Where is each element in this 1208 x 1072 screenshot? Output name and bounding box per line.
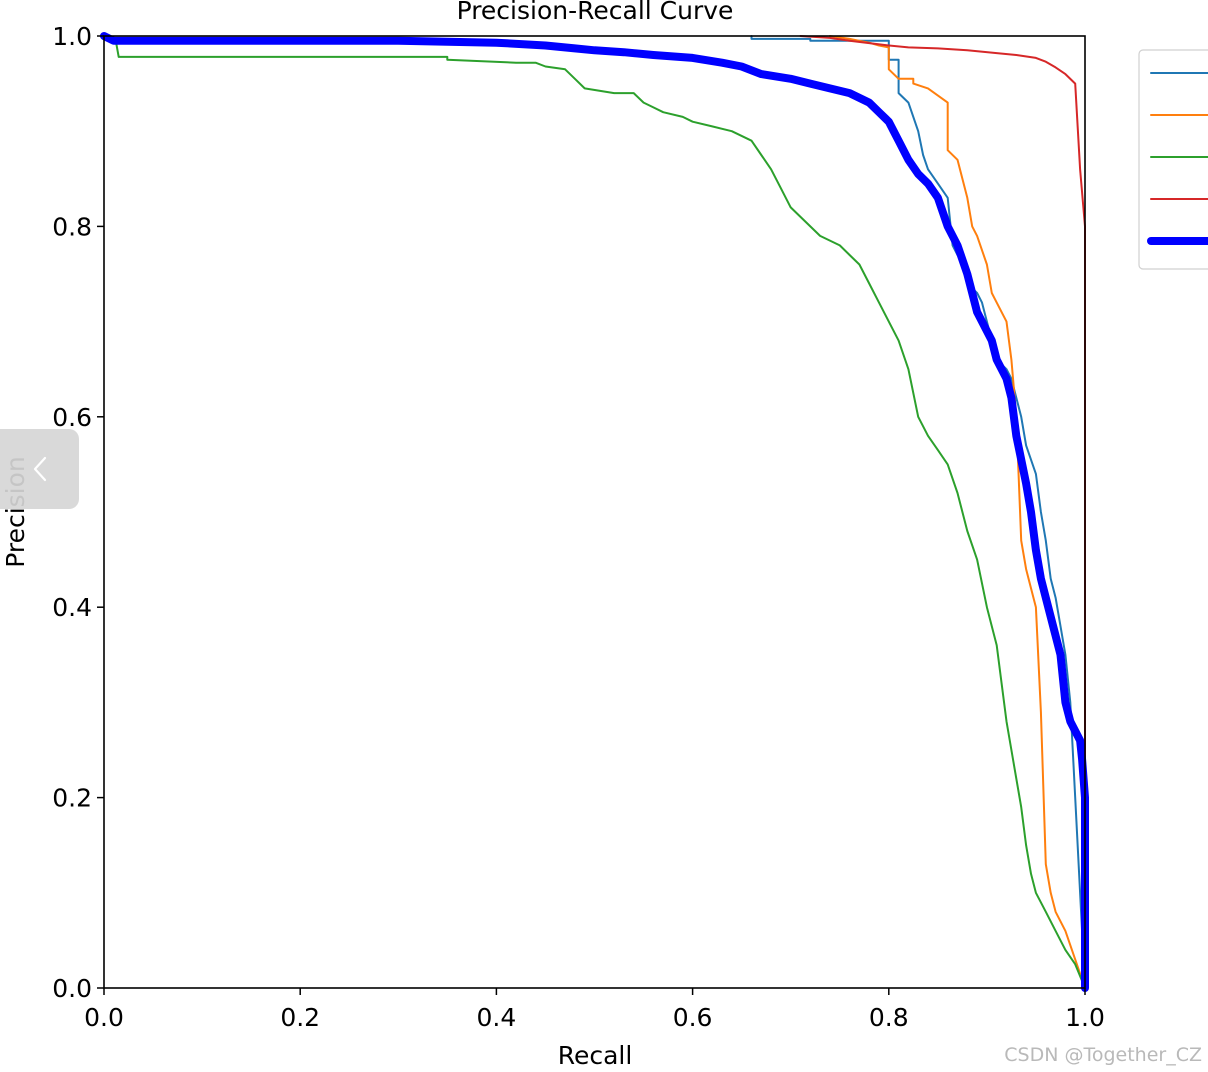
series-line-2 <box>828 35 1086 989</box>
x-tick-label: 0.4 <box>477 1003 517 1032</box>
legend-box <box>1138 49 1208 270</box>
x-axis: 0.0 0.2 0.4 0.6 0.8 1.0 <box>84 988 1105 1032</box>
legend <box>1138 49 1208 270</box>
series-line-5 <box>100 32 1089 992</box>
watermark: CSDN @Together_CZ <box>1004 1044 1202 1066</box>
x-axis-label: Recall <box>558 1041 633 1070</box>
y-tick-label: 0.4 <box>52 593 92 622</box>
y-tick-label: 0.0 <box>52 974 92 1003</box>
x-tick-label: 0.0 <box>84 1003 124 1032</box>
legend-entries <box>1147 72 1208 245</box>
y-tick-label: 1.0 <box>52 22 92 51</box>
series-line-4 <box>799 35 1086 989</box>
y-tick-label: 0.2 <box>52 784 92 813</box>
x-tick-label: 0.6 <box>673 1003 713 1032</box>
chart-title: Precision-Recall Curve <box>457 0 734 25</box>
series-line-1 <box>750 35 1086 989</box>
back-tab[interactable] <box>0 429 79 509</box>
series-layer <box>100 32 1089 992</box>
y-tick-label: 0.6 <box>52 403 92 432</box>
x-tick-label: 0.8 <box>869 1003 909 1032</box>
series-line-3 <box>103 35 1086 989</box>
y-axis: 0.0 0.2 0.4 0.6 0.8 1.0 <box>52 22 104 1003</box>
x-tick-label: 1.0 <box>1065 1003 1105 1032</box>
x-tick-label: 0.2 <box>280 1003 320 1032</box>
chevron-left-icon <box>31 454 49 484</box>
y-tick-label: 0.8 <box>52 212 92 241</box>
plot-frame <box>103 35 1086 989</box>
